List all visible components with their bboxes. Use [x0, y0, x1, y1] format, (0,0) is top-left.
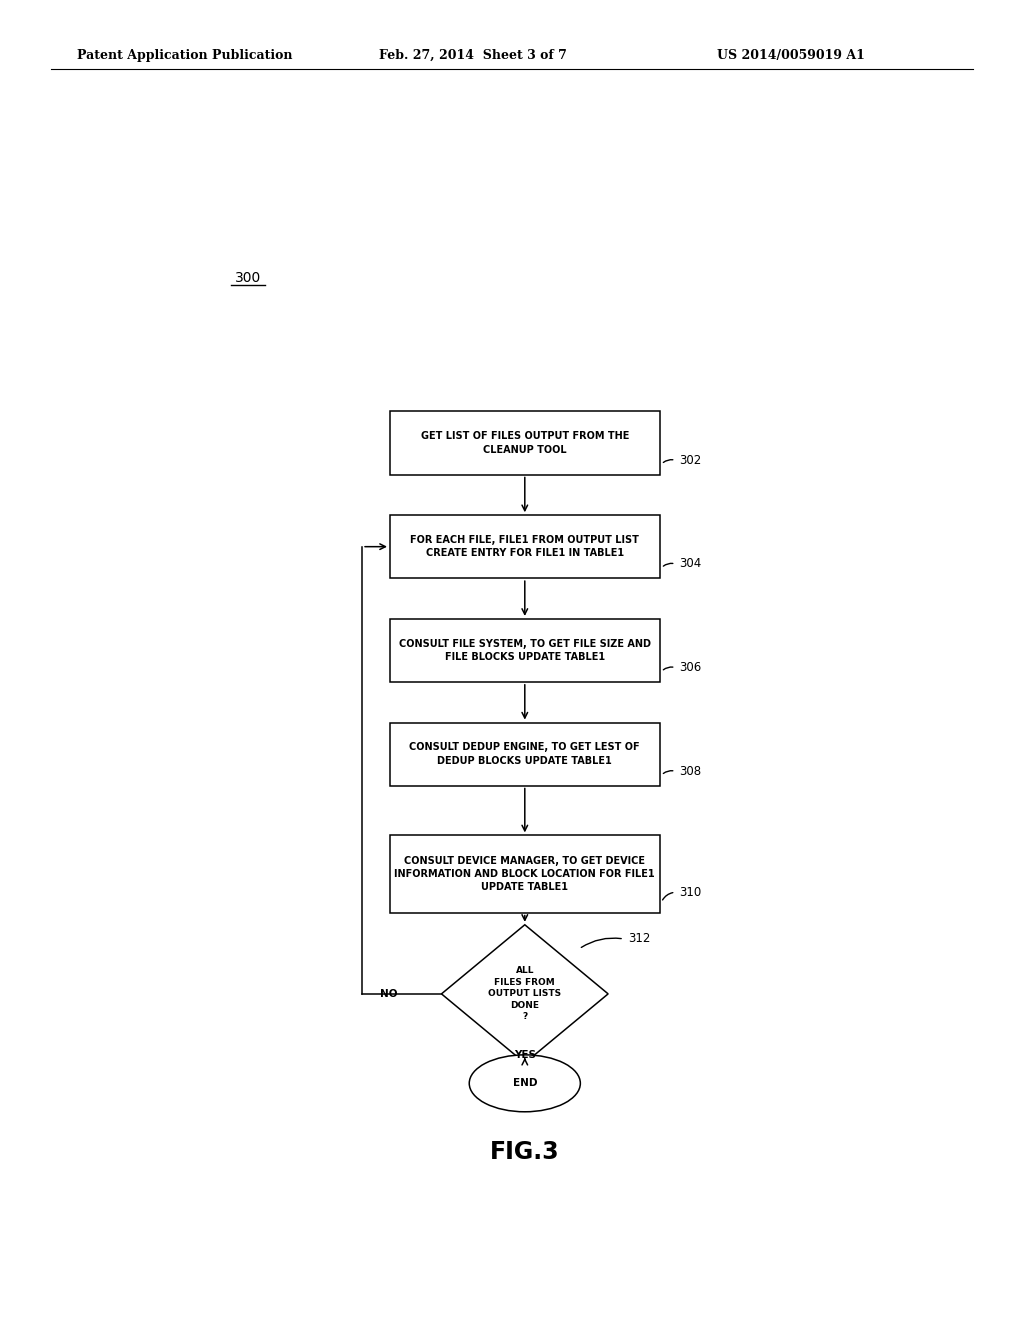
Text: END: END [513, 1078, 537, 1088]
FancyArrowPatch shape [664, 667, 673, 669]
Text: FOR EACH FILE, FILE1 FROM OUTPUT LIST
CREATE ENTRY FOR FILE1 IN TABLE1: FOR EACH FILE, FILE1 FROM OUTPUT LIST CR… [411, 535, 639, 558]
FancyBboxPatch shape [390, 722, 659, 785]
Polygon shape [441, 925, 608, 1063]
FancyBboxPatch shape [390, 412, 659, 474]
Text: CONSULT FILE SYSTEM, TO GET FILE SIZE AND
FILE BLOCKS UPDATE TABLE1: CONSULT FILE SYSTEM, TO GET FILE SIZE AN… [398, 639, 651, 661]
Text: 306: 306 [680, 661, 701, 675]
Text: US 2014/0059019 A1: US 2014/0059019 A1 [717, 49, 864, 62]
Ellipse shape [469, 1055, 581, 1111]
FancyBboxPatch shape [390, 836, 659, 912]
Text: 310: 310 [680, 886, 701, 899]
FancyArrowPatch shape [664, 564, 673, 566]
Text: Feb. 27, 2014  Sheet 3 of 7: Feb. 27, 2014 Sheet 3 of 7 [379, 49, 566, 62]
FancyArrowPatch shape [582, 939, 622, 948]
Text: ALL
FILES FROM
OUTPUT LISTS
DONE
?: ALL FILES FROM OUTPUT LISTS DONE ? [488, 966, 561, 1022]
FancyArrowPatch shape [664, 459, 673, 462]
Text: 300: 300 [236, 272, 261, 285]
Text: 302: 302 [680, 454, 701, 467]
Text: CONSULT DEVICE MANAGER, TO GET DEVICE
INFORMATION AND BLOCK LOCATION FOR FILE1
U: CONSULT DEVICE MANAGER, TO GET DEVICE IN… [394, 855, 655, 892]
Text: Patent Application Publication: Patent Application Publication [77, 49, 292, 62]
Text: GET LIST OF FILES OUTPUT FROM THE
CLEANUP TOOL: GET LIST OF FILES OUTPUT FROM THE CLEANU… [421, 432, 629, 454]
Text: 304: 304 [680, 557, 701, 570]
FancyArrowPatch shape [663, 892, 673, 900]
Text: CONSULT DEDUP ENGINE, TO GET LEST OF
DEDUP BLOCKS UPDATE TABLE1: CONSULT DEDUP ENGINE, TO GET LEST OF DED… [410, 742, 640, 766]
FancyBboxPatch shape [390, 515, 659, 578]
Text: NO: NO [380, 989, 397, 999]
FancyArrowPatch shape [664, 771, 673, 774]
FancyBboxPatch shape [390, 619, 659, 682]
Text: FIG.3: FIG.3 [490, 1140, 559, 1164]
Text: 308: 308 [680, 764, 701, 777]
Text: YES: YES [514, 1049, 536, 1060]
Text: 312: 312 [628, 932, 650, 945]
